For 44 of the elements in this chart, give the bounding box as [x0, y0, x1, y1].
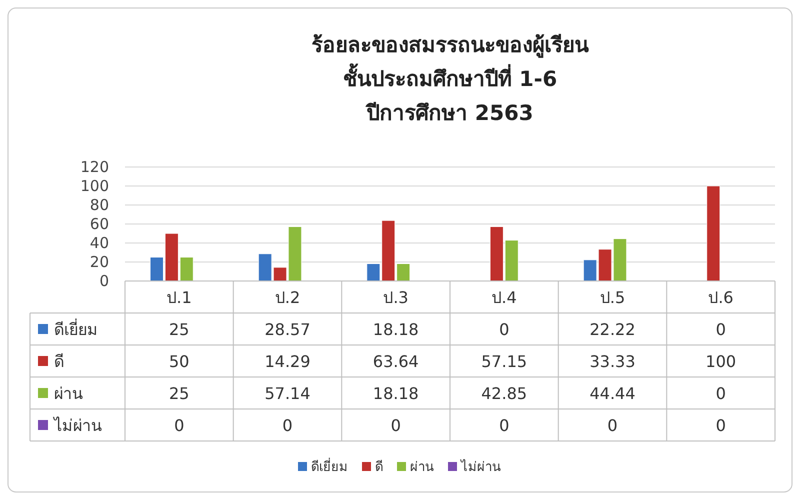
x-tick-label: ป.2	[274, 288, 300, 307]
x-tick-label: ป.6	[708, 288, 734, 307]
data-label: 0	[607, 416, 618, 435]
data-label: 0	[174, 416, 184, 435]
y-tick-label: 0	[99, 272, 109, 290]
legend-label: ไม่ผ่าน	[52, 416, 102, 435]
data-label: 0	[716, 320, 726, 339]
x-tick-label: ป.1	[166, 288, 192, 307]
data-label: 100	[706, 352, 736, 371]
data-label: 63.64	[372, 352, 419, 371]
y-tick-label: 40	[90, 234, 109, 252]
y-tick-label: 120	[80, 158, 109, 176]
legend: ดีเยี่ยม ดี ผ่าน ไม่ผ่าน	[298, 460, 501, 475]
data-label: 22.22	[590, 320, 636, 339]
data-label: 0	[390, 416, 401, 435]
data-label: 25	[168, 384, 190, 403]
data-label: 57.15	[481, 352, 528, 371]
legend-label: ดีเยี่ยม	[54, 318, 98, 339]
y-tick-label: 60	[90, 215, 109, 233]
x-tick-label: ป.4	[492, 288, 517, 307]
data-label: 0	[282, 416, 293, 435]
data-label: 50	[168, 352, 190, 371]
data-label: 57.14	[264, 384, 310, 403]
data-label: 0	[716, 384, 726, 403]
data-label: 0	[499, 416, 510, 435]
y-tick-label: 100	[80, 177, 109, 195]
data-label: 18.18	[372, 384, 419, 403]
legend-label: ผ่าน	[54, 384, 83, 403]
x-tick-label: ป.5	[600, 288, 626, 307]
data-label: 14.29	[264, 352, 310, 371]
legend-label: ดี	[54, 352, 64, 371]
data-label: 33.33	[590, 352, 636, 371]
data-label: 0	[499, 320, 510, 339]
data-label: 25	[168, 320, 190, 339]
data-label: 28.57	[264, 320, 310, 339]
y-tick-label: 20	[90, 253, 109, 271]
x-tick-label: ป.3	[383, 288, 408, 307]
data-label: 44.44	[590, 384, 636, 403]
chart-title: ร้อยละของสมรรถนะของผู้เรียน ชั้นประถมศึกษาปีที่ 1-6 ปีการศึกษา 2563	[312, 33, 590, 125]
bar	[706, 186, 720, 282]
data-label: 0	[716, 416, 726, 435]
data-label: 18.18	[372, 320, 419, 339]
y-tick-label: 80	[90, 196, 109, 214]
data-label: 42.85	[481, 384, 528, 403]
